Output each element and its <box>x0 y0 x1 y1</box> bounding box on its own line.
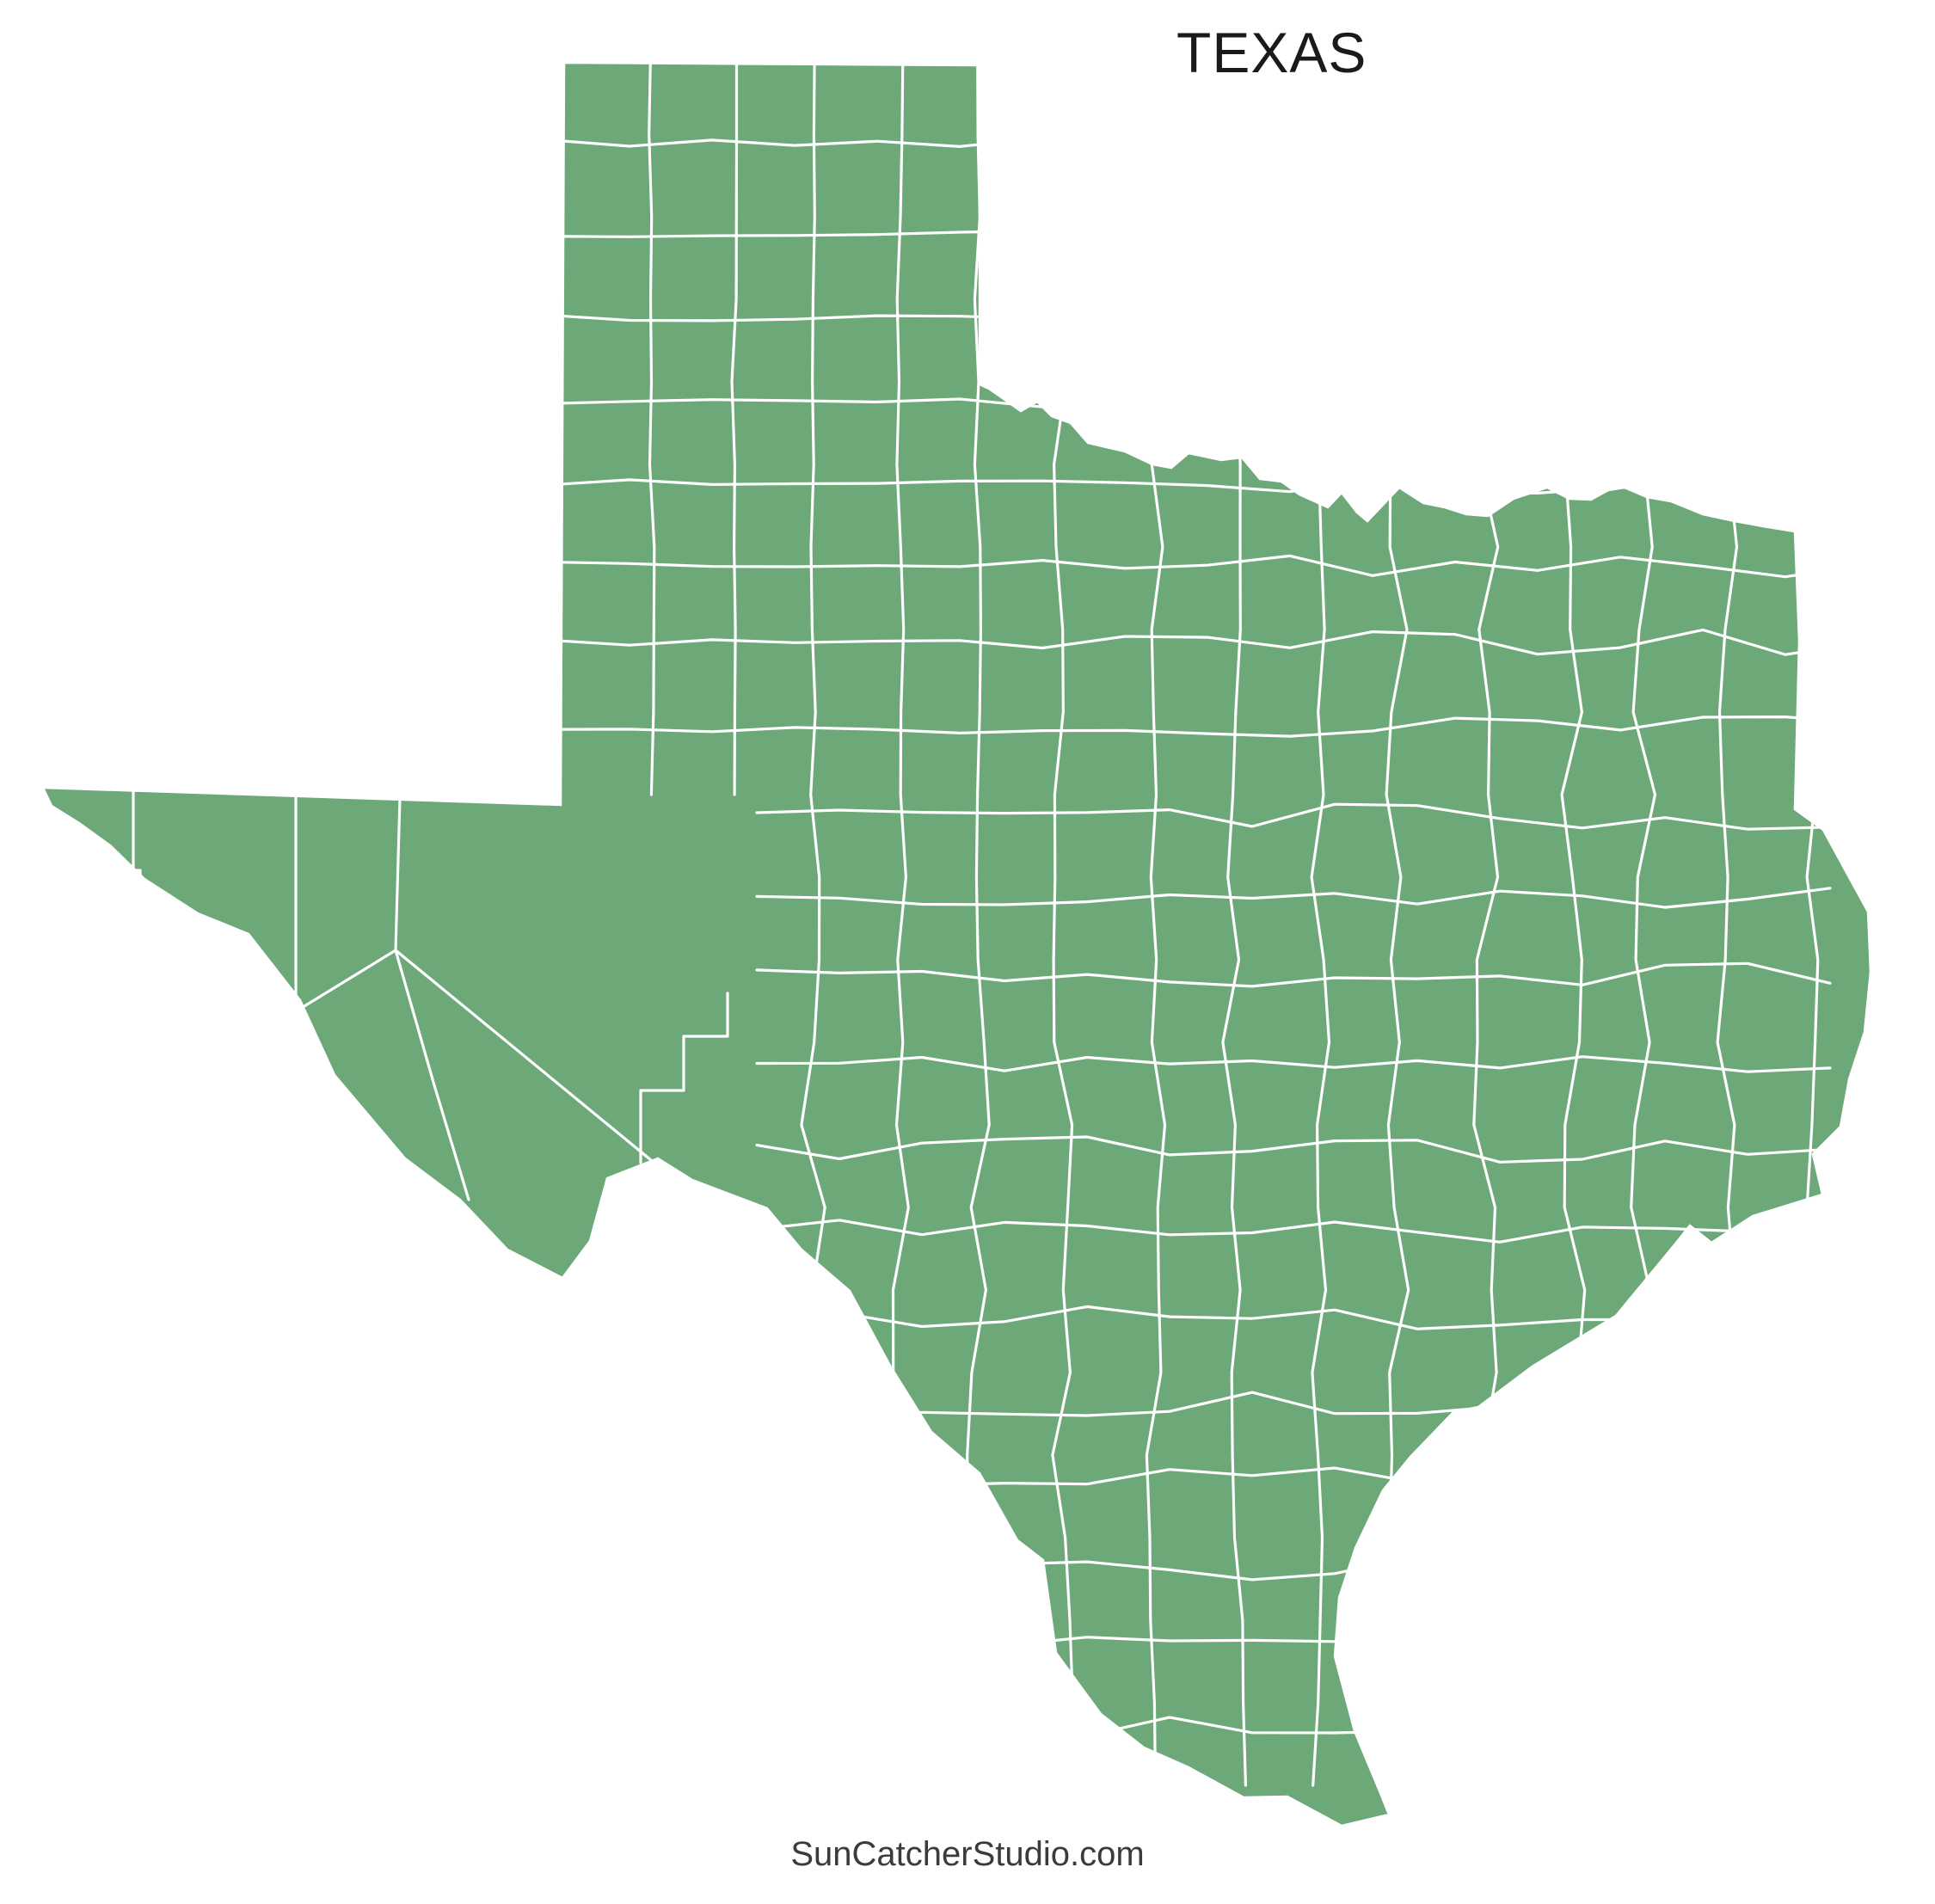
county-border-line <box>463 716 1870 738</box>
county-border-line <box>463 554 1870 579</box>
map-title: TEXAS <box>1176 21 1367 84</box>
county-border-line-west <box>394 796 402 952</box>
county-border-line <box>648 63 656 796</box>
county-border-line <box>730 63 739 796</box>
county-border-line <box>755 961 1832 988</box>
texas-state-shape <box>43 63 1870 1826</box>
texas-state-outline <box>40 61 1872 1827</box>
county-border-line-west <box>394 949 653 1162</box>
county-border-line <box>463 628 1870 656</box>
watermark-url: SunCatcherStudio.com <box>790 1835 1145 1873</box>
county-border-line <box>755 1055 1832 1073</box>
county-border-line-west <box>639 992 729 1164</box>
county-border-line <box>755 887 1832 909</box>
county-border-line <box>755 802 1832 831</box>
county-border-line <box>755 1135 1832 1164</box>
county-border-line-west <box>394 949 470 1201</box>
county-border-line <box>755 1219 1832 1244</box>
